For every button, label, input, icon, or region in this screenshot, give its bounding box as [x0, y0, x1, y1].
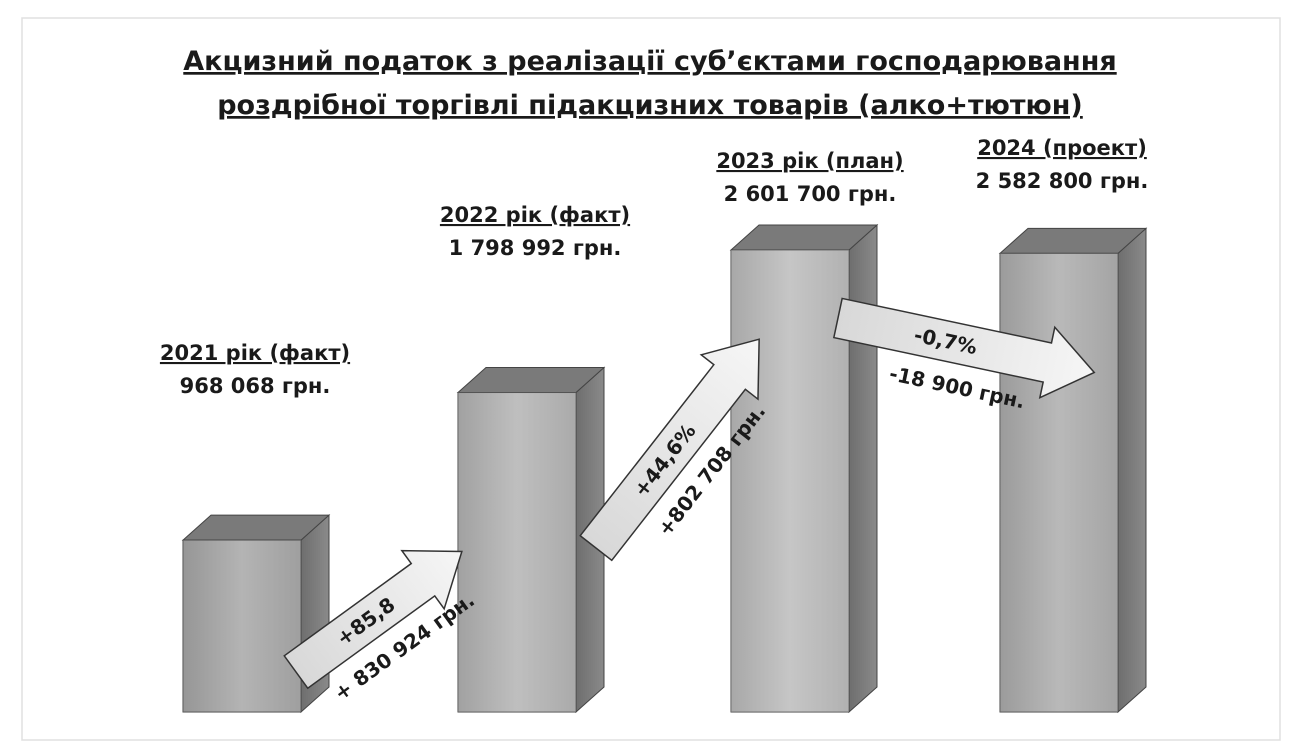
value-label: 2 582 800 грн.: [976, 169, 1149, 193]
bar-tint: [458, 392, 576, 712]
bar-tint: [183, 540, 301, 712]
bar: [729, 223, 879, 714]
bar-front: [730, 249, 850, 713]
bar-side: [848, 223, 878, 714]
bar-front: [457, 392, 577, 713]
arrow-shape: [283, 549, 463, 690]
value-label: 2 601 700 грн.: [724, 182, 897, 206]
category-label: 2024 (проект): [977, 136, 1147, 160]
bar: [456, 366, 606, 714]
value-label: 968 068 грн.: [180, 374, 331, 398]
chart-title: роздрібної торгівлі підакцизних товарів …: [217, 90, 1083, 121]
bar-tint: [1000, 253, 1118, 712]
bar-tint: [731, 250, 849, 712]
frame: [21, 17, 1281, 741]
value-label: 1 798 992 грн.: [449, 236, 622, 260]
arrow-shape: [579, 338, 760, 562]
bar-front: [182, 539, 302, 713]
bar: [998, 227, 1148, 714]
bar: [181, 513, 331, 714]
category-label: 2021 рік (факт): [160, 341, 350, 365]
category-label: 2023 рік (план): [716, 149, 903, 173]
bar-front: [999, 252, 1119, 713]
category-label: 2022 рік (факт): [440, 203, 630, 227]
chart-title: Акцизний податок з реалізації суб’єктами…: [183, 46, 1116, 77]
bar-side: [1117, 227, 1147, 714]
arrow-shape: [832, 297, 1096, 400]
